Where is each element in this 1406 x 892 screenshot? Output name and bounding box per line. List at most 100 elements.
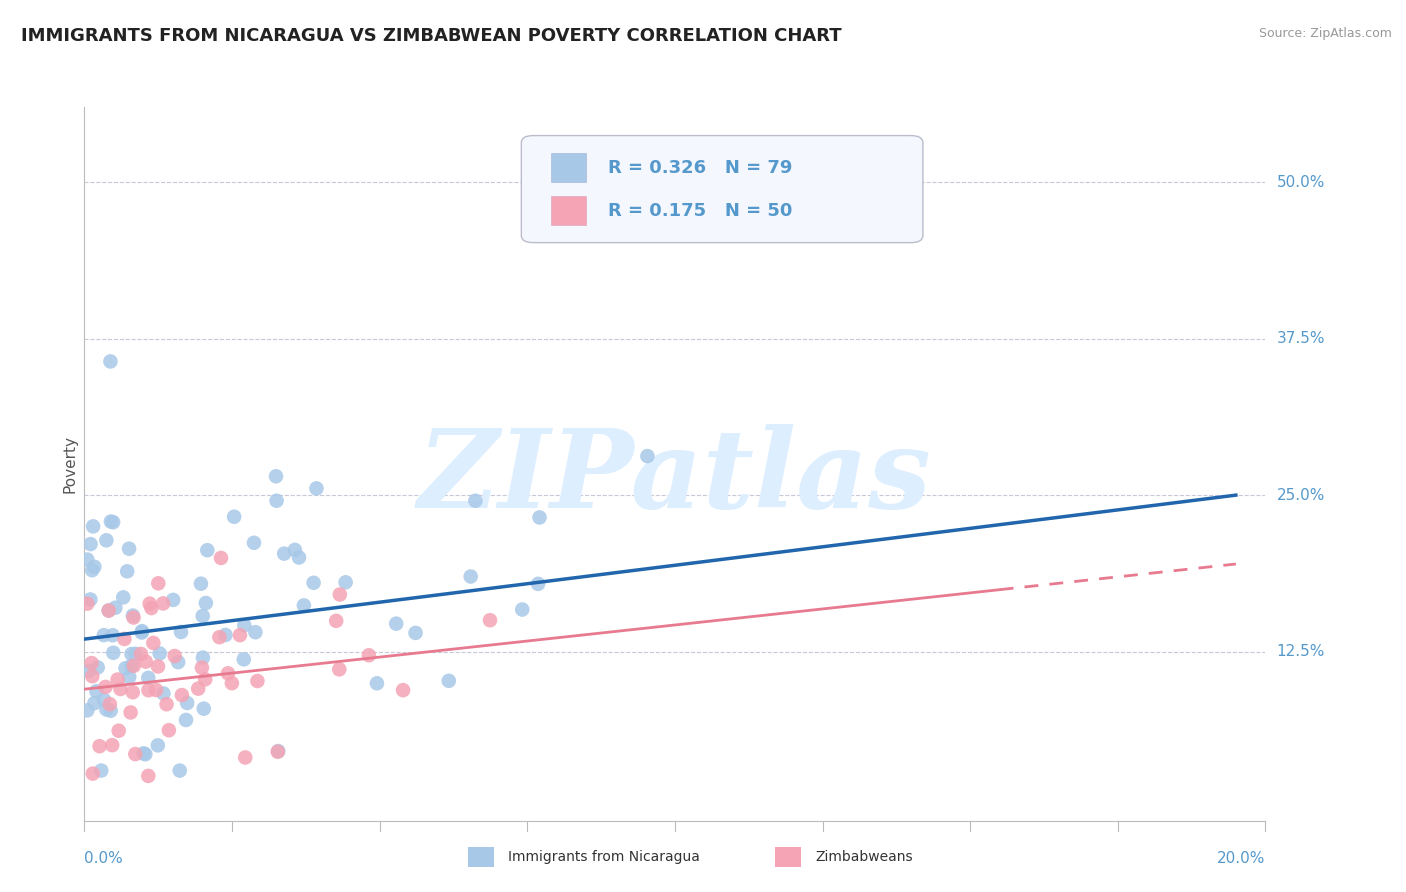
Point <box>97 603 120 617</box>
Point <box>112 632 135 646</box>
Point <box>121 658 143 673</box>
Point <box>121 647 143 661</box>
Point <box>104 600 127 615</box>
Text: 50.0%: 50.0% <box>1277 175 1324 190</box>
Point <box>214 628 236 642</box>
Point <box>190 576 212 591</box>
Text: Source: ZipAtlas.com: Source: ZipAtlas.com <box>1258 27 1392 40</box>
Point <box>245 625 267 640</box>
Point <box>266 493 288 508</box>
FancyBboxPatch shape <box>522 136 922 243</box>
Point <box>76 552 98 566</box>
Point <box>82 519 104 533</box>
Point <box>136 671 159 685</box>
Point <box>83 696 105 710</box>
Point <box>170 688 193 702</box>
Point <box>142 636 165 650</box>
Point <box>229 628 252 642</box>
Point <box>155 697 177 711</box>
Point <box>405 626 427 640</box>
Point <box>94 680 117 694</box>
Point <box>232 652 254 666</box>
Point <box>167 655 190 669</box>
Point <box>134 747 156 762</box>
Point <box>636 449 658 463</box>
Y-axis label: Poverty: Poverty <box>62 434 77 493</box>
Point <box>93 692 115 706</box>
Point <box>174 713 197 727</box>
Point <box>114 661 136 675</box>
Point <box>107 673 129 687</box>
Point <box>124 747 146 761</box>
Point <box>191 661 214 675</box>
Text: 20.0%: 20.0% <box>1218 851 1265 866</box>
Point <box>96 702 118 716</box>
Point <box>152 686 174 700</box>
Point <box>191 609 214 624</box>
Point <box>136 769 159 783</box>
Point <box>152 596 174 610</box>
Point <box>146 659 169 673</box>
Point <box>217 666 239 681</box>
Point <box>89 739 111 754</box>
Text: 37.5%: 37.5% <box>1277 331 1324 346</box>
Point <box>110 681 132 696</box>
Point <box>325 614 347 628</box>
Point <box>135 655 157 669</box>
Point <box>267 744 290 758</box>
Point <box>464 493 486 508</box>
Point <box>115 564 138 578</box>
Point <box>328 662 350 676</box>
Text: 0.0%: 0.0% <box>84 851 124 866</box>
Point <box>193 701 215 715</box>
Point <box>529 510 551 524</box>
Point <box>209 551 232 566</box>
Point <box>169 764 191 778</box>
Point <box>162 593 184 607</box>
Point <box>141 601 163 615</box>
Point <box>305 482 328 496</box>
Point <box>302 575 325 590</box>
Point <box>98 697 121 711</box>
Point <box>118 541 141 556</box>
Point <box>479 613 502 627</box>
Point <box>82 766 104 780</box>
Point <box>246 673 269 688</box>
Point <box>284 542 307 557</box>
Point <box>100 704 122 718</box>
Point <box>97 603 120 617</box>
Bar <box>551 153 586 182</box>
Point <box>129 647 152 661</box>
Text: ZIPatlas: ZIPatlas <box>418 425 932 532</box>
Point <box>101 628 124 642</box>
Point <box>273 547 295 561</box>
Point <box>107 723 129 738</box>
Text: IMMIGRANTS FROM NICARAGUA VS ZIMBABWEAN POVERTY CORRELATION CHART: IMMIGRANTS FROM NICARAGUA VS ZIMBABWEAN … <box>21 27 842 45</box>
Point <box>100 515 122 529</box>
Point <box>79 537 101 551</box>
Point <box>93 628 115 642</box>
Point <box>243 535 266 549</box>
Point <box>329 587 352 601</box>
Point <box>100 354 122 368</box>
Point <box>145 683 167 698</box>
Point <box>76 703 98 717</box>
Point <box>510 602 533 616</box>
Point <box>357 648 380 663</box>
Point <box>176 696 198 710</box>
Point <box>90 764 112 778</box>
Point <box>86 684 108 698</box>
Point <box>124 647 146 661</box>
Point <box>194 673 217 687</box>
Point <box>77 664 100 678</box>
Point <box>121 685 143 699</box>
Point <box>264 469 287 483</box>
Point <box>80 656 103 670</box>
Point <box>76 597 98 611</box>
Point <box>96 533 118 548</box>
Point <box>392 683 415 698</box>
Bar <box>775 847 801 867</box>
Point <box>112 591 135 605</box>
Point <box>83 559 105 574</box>
Point <box>131 624 153 639</box>
